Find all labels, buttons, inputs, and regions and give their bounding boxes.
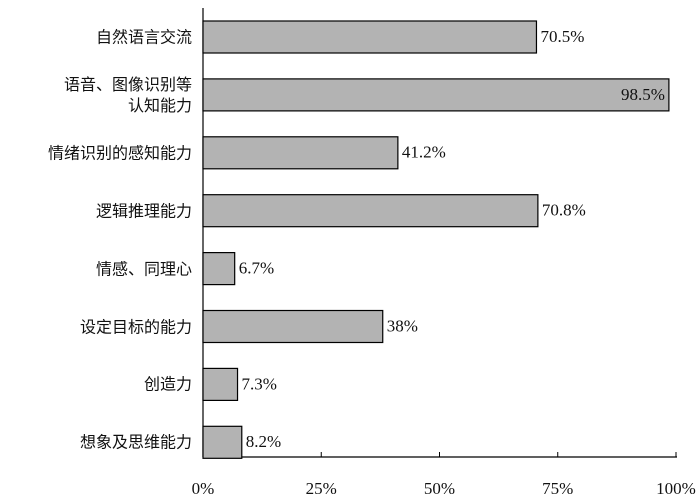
category-label: 逻辑推理能力 [95,201,192,221]
x-tick-label: 25% [306,479,337,498]
value-label: 38% [387,316,418,335]
category-label: 情绪识别的感知能力 [47,143,192,163]
category-label: 创造力 [143,374,192,394]
bar [202,136,399,170]
value-label: 70.8% [542,201,586,220]
bar [202,425,243,459]
value-label: 6.7% [239,259,274,278]
bar [202,194,539,228]
value-label: 98.5% [621,85,665,104]
x-tick-label: 50% [424,479,455,498]
category-label: 设定目标的能力 [79,317,192,336]
x-tick-label: 0% [192,479,215,498]
category-label: 自然语言交流 [95,27,192,47]
bar [202,367,239,401]
category-label: 想象及思维能力 [79,432,192,452]
value-label: 41.2% [402,143,446,162]
value-label: 7.3% [242,374,277,393]
category-label: 情感、同理心 [95,259,192,279]
bar [202,252,236,286]
x-tick-label: 100% [656,479,696,498]
x-tick-label: 75% [542,479,573,498]
bar [202,78,670,112]
value-label: 70.5% [540,27,584,46]
bar [202,20,538,54]
bar [202,309,384,344]
value-label: 8.2% [246,432,281,451]
category-label: 语音、图像识别等 认知能力 [63,74,192,115]
